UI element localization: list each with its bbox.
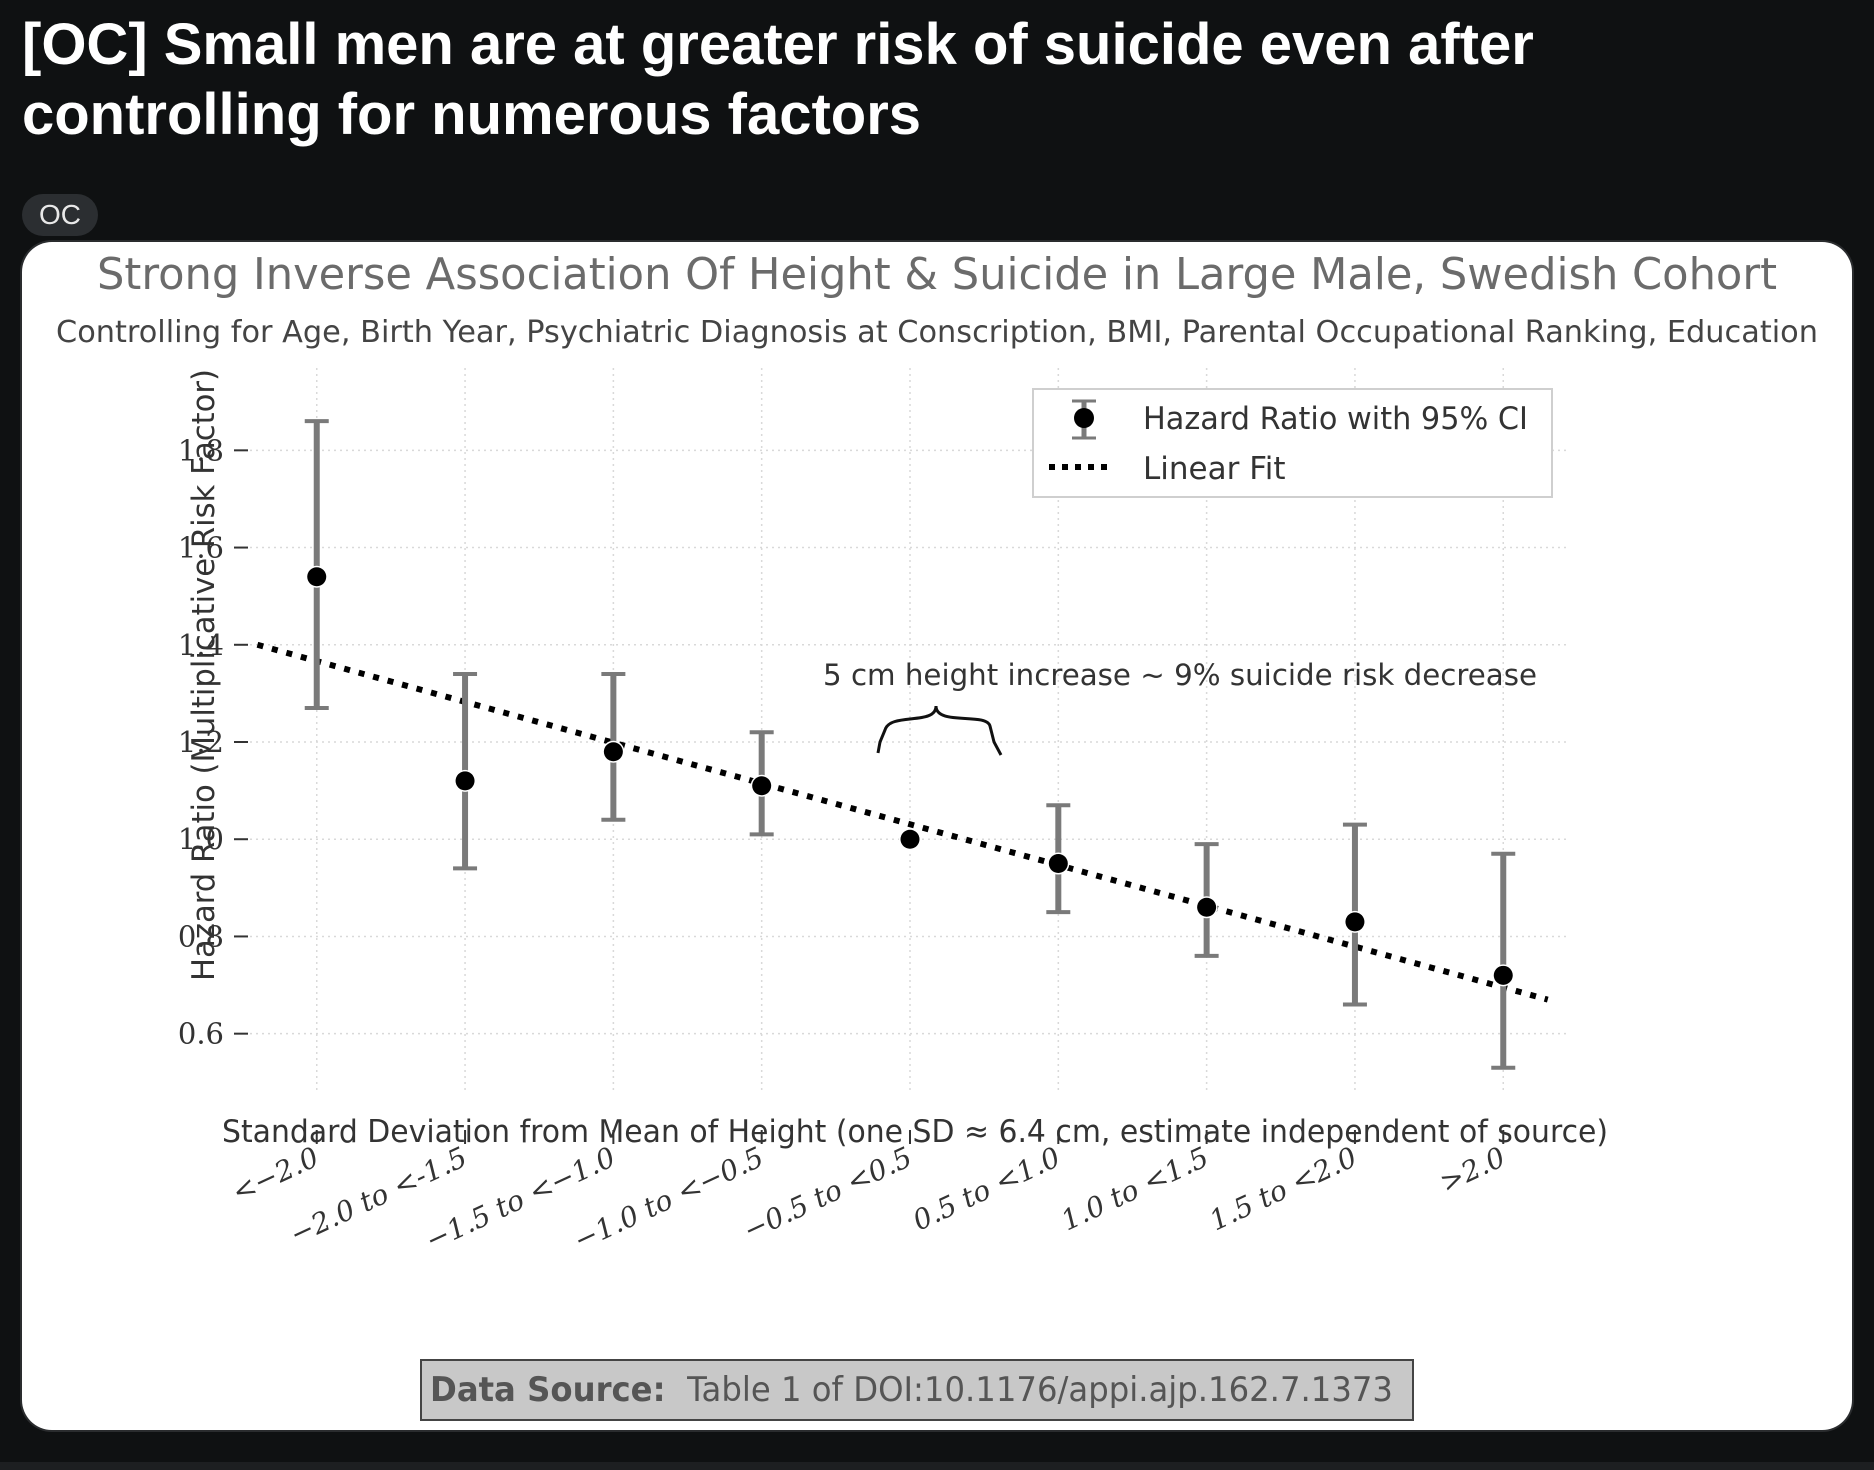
data-source-text: Table 1 of DOI:10.1176/appi.ajp.162.7.13… [686,1370,1393,1410]
data-point [1197,897,1217,917]
svg-text:Data Source: Table 1 o: Data Source: Table 1 of DOI:10.1176/appi… [430,1370,1393,1410]
data-point [900,829,920,849]
annotation: 5 cm height increase ∼ 9% suicide risk d… [823,658,1537,756]
data-point [1048,854,1068,874]
data-point [752,776,772,796]
annotation-brace [876,705,1003,756]
y-tick-label: 0.6 [178,1017,224,1051]
x-tick-label: −0.5 to <0.5 [738,1140,917,1247]
y-tick-label: 1.0 [178,822,224,856]
legend-label-hazard: Hazard Ratio with 95% CI [1143,401,1528,437]
data-point [455,771,475,791]
y-axis-label: Hazard Ratio (Multiplicative Risk Factor… [186,369,222,981]
y-tick-label: 1.2 [178,725,224,759]
flair-badge[interactable]: OC [22,194,98,236]
data-source-box: Data Source: Table 1 of DOI:10.1176/appi… [420,1359,1414,1421]
x-tick-label: 1.0 to <1.5 [1056,1140,1214,1237]
x-axis-label: Standard Deviation from Mean of Height (… [222,1114,1608,1150]
y-axis: 0.6 0.8 1.0 1.2 1.4 1.6 1.8 [178,433,248,1051]
chart-card[interactable]: Strong Inverse Association Of Height & S… [22,242,1852,1430]
bottom-bar [0,1462,1874,1470]
chart-subtitle: Controlling for Age, Birth Year, Psychia… [56,315,1818,350]
y-tick-label: 1.4 [178,628,224,662]
data-points [304,419,1516,1070]
linear-fit [256,641,1549,1003]
annotation-text: 5 cm height increase ∼ 9% suicide risk d… [823,658,1537,692]
data-source-label: Data Source: [430,1370,665,1410]
x-tick-label: <−2.0 [227,1140,324,1209]
data-point [603,742,623,762]
legend-label-fit: Linear Fit [1143,451,1286,487]
chart-title: Strong Inverse Association Of Height & S… [97,249,1777,300]
legend-point-marker [1074,408,1094,428]
linear-fit-line [256,641,1549,1003]
legend-box [1032,388,1553,498]
post-title[interactable]: [OC] Small men are at greater risk of su… [22,12,1534,147]
x-tick-label: 0.5 to <1.0 [908,1140,1066,1237]
data-point [307,567,327,587]
x-tick-label: 1.5 to <2.0 [1204,1140,1362,1237]
chart: Strong Inverse Association Of Height & S… [56,249,1818,1421]
data-point [1493,965,1513,985]
data-point [1345,912,1365,932]
y-tick-label: 1.8 [178,433,224,467]
y-tick-label: 1.6 [178,531,224,565]
y-tick-label: 0.8 [178,919,224,953]
legend: Hazard Ratio with 95% CI Linear Fit [1032,388,1553,498]
